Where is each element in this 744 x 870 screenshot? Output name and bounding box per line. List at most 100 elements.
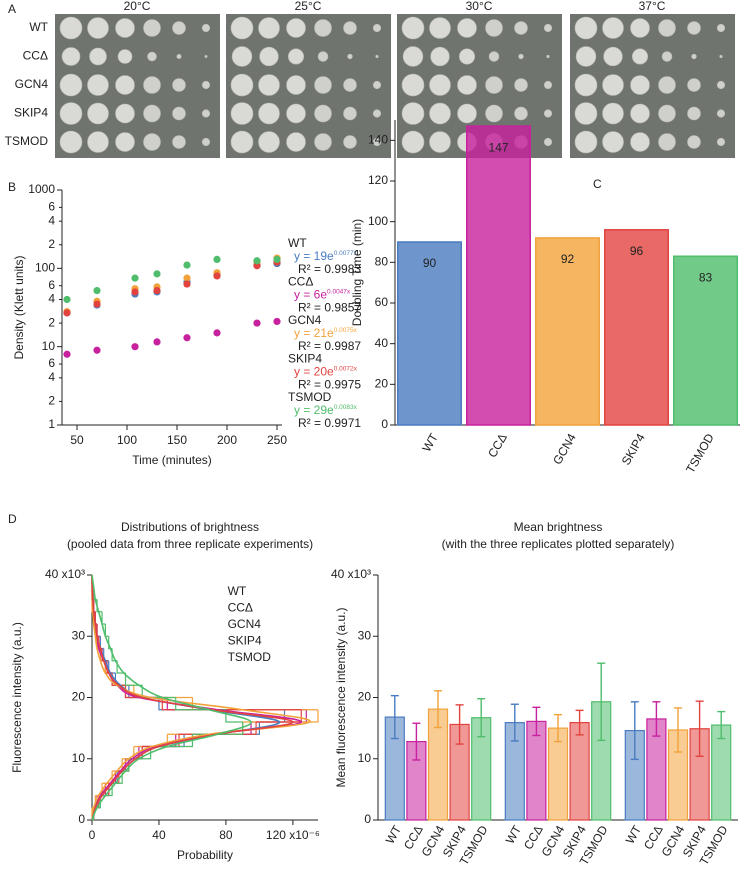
strain-label: SKIP4 — [14, 106, 48, 120]
y-tick-label: 1000 — [28, 182, 55, 196]
colony-spot — [143, 104, 161, 123]
fit-equation: y = 29e0.0083x — [294, 403, 358, 417]
colony-spot — [343, 135, 357, 149]
y-tick-label: 0 — [78, 812, 85, 826]
fit-curve — [91, 574, 294, 821]
temperature-label: 20°C — [124, 0, 151, 13]
histogram-step — [102, 771, 113, 784]
colony-spot — [230, 102, 254, 125]
colony-spot — [631, 48, 648, 65]
y-tick-label: 1 — [48, 417, 55, 431]
x-tick-label: 80 — [219, 828, 233, 842]
fit-equation: y = 20e0.0072x — [294, 364, 358, 378]
fit-equation: y = 6e0.0047x — [294, 287, 351, 301]
colony-spot — [514, 78, 528, 92]
colony-spot — [687, 106, 701, 121]
fit-series-name: TSMOD — [288, 390, 332, 404]
data-point — [183, 274, 191, 282]
fit-curve — [91, 574, 311, 821]
colony-spot — [457, 103, 477, 124]
colony-spot — [115, 18, 135, 38]
colony-spot — [115, 103, 135, 124]
legend-entry: CCΔ — [228, 601, 253, 615]
data-point — [63, 295, 71, 304]
y-tick-label: 20 — [358, 690, 372, 704]
panel-label: B — [8, 180, 16, 194]
histogram-step — [122, 758, 130, 772]
colony-spot — [343, 21, 357, 35]
x-tick-label: 0 — [89, 828, 96, 842]
y-tick-label: 40 — [375, 336, 389, 350]
colony-spot — [658, 19, 676, 37]
x-tick-label: 150 — [167, 433, 187, 447]
colony-spot — [372, 137, 382, 147]
colony-spot — [286, 75, 306, 95]
x-category-label: CCΔ — [485, 431, 510, 460]
data-point — [63, 350, 71, 358]
temperature-label: 25°C — [295, 0, 322, 13]
strain-label: TSMOD — [5, 134, 49, 148]
y-tick-label: 0 — [381, 417, 388, 431]
bar — [604, 229, 669, 426]
colony-spot — [343, 106, 357, 121]
colony-spot — [543, 23, 553, 33]
y-tick-label: 100 — [35, 261, 55, 275]
colony-spot — [201, 137, 211, 147]
y-tick-label: 10 — [358, 751, 372, 765]
y-tick-label: 20 — [72, 690, 86, 704]
y-tick-label: 30 — [358, 628, 372, 642]
colony-spot — [372, 80, 382, 90]
colony-spot — [201, 80, 211, 90]
colony-spot — [602, 131, 624, 153]
temperature-label: 30°C — [466, 0, 493, 13]
fit-r-squared: R² = 0.9983 — [298, 262, 361, 276]
colony-spot — [89, 47, 107, 66]
colony-spot — [575, 46, 597, 67]
colony-spot — [201, 109, 211, 118]
y-axis-label: Fluorescence intensity (a.u.) — [10, 622, 24, 773]
y-tick-label: 140 — [368, 133, 388, 147]
bar — [711, 724, 732, 821]
fit-curve — [91, 574, 303, 821]
data-point — [153, 338, 161, 346]
y-tick-label: 80 — [375, 255, 389, 269]
colony-spot — [602, 74, 624, 96]
x-axis-label: Probability — [177, 848, 233, 862]
bar-value-label: 92 — [561, 252, 575, 266]
fit-series-name: CCΔ — [288, 275, 313, 289]
y-tick-label: 60 — [375, 295, 389, 309]
data-point — [273, 317, 281, 326]
colony-spot — [658, 133, 676, 151]
histogram-step — [191, 697, 318, 711]
fit-equation-base: y = 20e — [294, 364, 334, 378]
x-tick-label: 50 — [70, 433, 84, 447]
colony-spot — [514, 106, 528, 121]
y-tick-label: 20 — [375, 377, 389, 391]
colony-spot — [716, 109, 726, 118]
colony-spot — [457, 18, 477, 38]
y-tick-label: 2 — [48, 237, 55, 251]
colony-spot — [287, 48, 304, 65]
fit-curve — [91, 574, 252, 821]
y-tick-label: 4 — [48, 370, 55, 384]
colony-spot — [231, 46, 253, 67]
fit-series-name: SKIP4 — [288, 352, 322, 366]
fit-series-name: WT — [288, 236, 307, 250]
colony-spot — [87, 74, 109, 96]
colony-spot — [343, 78, 357, 92]
data-point — [93, 286, 101, 295]
y-tick-label: 0 — [364, 812, 371, 826]
data-point — [131, 343, 139, 351]
data-point — [183, 261, 191, 269]
colony-spot — [87, 17, 109, 39]
x-category-label: GCN4 — [550, 431, 579, 467]
data-point — [183, 280, 191, 288]
y-tick-label: 40 x10³ — [331, 567, 371, 581]
colony-spot — [143, 133, 161, 151]
y-tick-label: 120 — [368, 173, 388, 187]
legend-entry: SKIP4 — [228, 634, 262, 648]
colony-spot — [401, 102, 425, 125]
bar-value-label: 83 — [699, 270, 713, 284]
colony-spot — [172, 135, 186, 149]
